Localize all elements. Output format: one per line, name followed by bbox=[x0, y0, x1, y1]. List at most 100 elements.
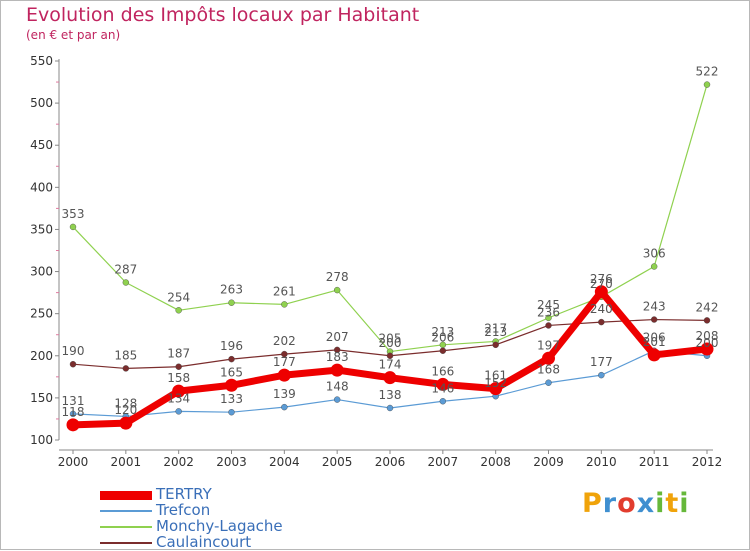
data-point-tertry bbox=[172, 384, 186, 398]
data-label-tertry: 158 bbox=[167, 371, 190, 385]
data-label-monchy-lagache: 263 bbox=[220, 283, 243, 297]
data-point-trefcon bbox=[333, 396, 341, 403]
data-label-caulaincourt: 202 bbox=[273, 334, 296, 348]
chart-title: Evolution des Impôts locaux par Habitant bbox=[26, 4, 420, 26]
data-label-trefcon: 152 bbox=[484, 376, 507, 390]
data-point-tertry bbox=[542, 351, 555, 365]
y-tick-label: 500 bbox=[30, 96, 53, 110]
data-label-monchy-lagache: 270 bbox=[590, 277, 613, 291]
data-point-caulaincourt bbox=[545, 322, 552, 329]
x-tick-label: 2009 bbox=[533, 455, 564, 469]
data-label-monchy-lagache: 522 bbox=[696, 65, 719, 79]
data-point-tertry bbox=[330, 363, 344, 377]
data-point-tertry bbox=[594, 285, 608, 299]
data-label-monchy-lagache: 353 bbox=[62, 207, 85, 221]
legend-swatch bbox=[100, 510, 152, 512]
data-point-caulaincourt bbox=[439, 347, 447, 354]
data-point-caulaincourt bbox=[333, 346, 341, 354]
logo-letter: i bbox=[655, 488, 666, 519]
x-tick-label: 2012 bbox=[692, 455, 723, 469]
legend-swatch bbox=[100, 490, 152, 500]
data-label-tertry: 161 bbox=[484, 369, 507, 383]
data-label-tertry: 118 bbox=[62, 405, 85, 419]
data-label-trefcon: 139 bbox=[273, 387, 296, 401]
logo-letter: t bbox=[665, 488, 680, 519]
data-label-trefcon: 133 bbox=[220, 392, 243, 406]
y-tick-label: 250 bbox=[30, 307, 53, 321]
data-point-monchy-lagache bbox=[69, 223, 77, 231]
data-point-trefcon bbox=[598, 371, 605, 379]
data-point-tertry bbox=[647, 348, 661, 362]
data-label-caulaincourt: 243 bbox=[643, 300, 666, 314]
x-tick-label: 2002 bbox=[163, 455, 194, 469]
data-point-monchy-lagache bbox=[281, 301, 288, 308]
x-tick-label: 2005 bbox=[322, 455, 353, 469]
data-label-caulaincourt: 185 bbox=[114, 348, 137, 362]
data-point-monchy-lagache bbox=[228, 299, 235, 306]
data-label-trefcon: 131 bbox=[62, 394, 85, 408]
data-point-monchy-lagache bbox=[122, 279, 130, 286]
y-tick-label: 100 bbox=[30, 433, 53, 447]
data-label-monchy-lagache: 213 bbox=[431, 325, 454, 339]
data-label-trefcon: 134 bbox=[167, 391, 190, 405]
data-label-trefcon: 177 bbox=[590, 355, 613, 369]
y-tick-label: 150 bbox=[30, 391, 53, 405]
legend-label: TERTRY bbox=[156, 485, 212, 503]
logo-letter: r bbox=[602, 488, 618, 519]
data-label-caulaincourt: 196 bbox=[220, 339, 243, 353]
data-point-caulaincourt bbox=[492, 341, 499, 349]
data-label-trefcon: 206 bbox=[643, 331, 666, 345]
data-point-caulaincourt bbox=[175, 363, 182, 370]
data-point-monchy-lagache bbox=[333, 286, 341, 294]
data-label-caulaincourt: 187 bbox=[167, 347, 190, 361]
data-label-caulaincourt: 242 bbox=[696, 300, 719, 314]
data-point-caulaincourt bbox=[598, 318, 605, 326]
x-tick-label: 2004 bbox=[269, 455, 300, 469]
data-point-tertry bbox=[383, 371, 397, 385]
data-label-caulaincourt: 213 bbox=[484, 325, 507, 339]
data-point-trefcon bbox=[69, 410, 77, 418]
y-tick-label: 550 bbox=[30, 54, 53, 68]
data-point-caulaincourt bbox=[69, 361, 77, 368]
data-label-caulaincourt: 206 bbox=[431, 331, 454, 345]
data-point-tertry bbox=[489, 382, 503, 396]
data-label-monchy-lagache: 278 bbox=[326, 270, 349, 284]
data-label-caulaincourt: 207 bbox=[326, 330, 349, 344]
data-point-trefcon bbox=[175, 408, 182, 415]
data-label-tertry: 208 bbox=[696, 329, 719, 343]
x-tick-label: 2007 bbox=[428, 455, 459, 469]
data-point-caulaincourt bbox=[122, 365, 130, 372]
x-tick-label: 2000 bbox=[58, 455, 89, 469]
x-tick-label: 2006 bbox=[375, 455, 406, 469]
legend-label: Monchy-Lagache bbox=[156, 517, 283, 535]
data-point-caulaincourt bbox=[228, 355, 235, 363]
x-tick-label: 2008 bbox=[480, 455, 511, 469]
data-point-tertry bbox=[277, 368, 291, 382]
data-label-trefcon: 146 bbox=[431, 381, 454, 395]
y-tick-label: 300 bbox=[30, 265, 53, 279]
data-point-monchy-lagache bbox=[545, 314, 552, 322]
data-label-tertry: 197 bbox=[537, 338, 560, 352]
logo-letter: o bbox=[617, 488, 637, 519]
data-label-monchy-lagache: 245 bbox=[537, 298, 560, 312]
data-label-tertry: 174 bbox=[379, 358, 402, 372]
data-point-trefcon bbox=[545, 379, 552, 386]
data-label-monchy-lagache: 287 bbox=[114, 263, 137, 277]
data-point-monchy-lagache bbox=[650, 263, 658, 270]
data-label-trefcon: 148 bbox=[326, 380, 349, 394]
data-point-monchy-lagache bbox=[703, 81, 711, 88]
data-label-tertry: 165 bbox=[220, 365, 243, 379]
logo-letter: i bbox=[679, 488, 690, 519]
legend-swatch bbox=[100, 542, 152, 544]
data-label-monchy-lagache: 306 bbox=[643, 247, 666, 261]
data-point-monchy-lagache bbox=[175, 307, 182, 314]
data-point-trefcon bbox=[439, 398, 447, 405]
data-point-trefcon bbox=[281, 403, 288, 411]
logo-letter: P bbox=[582, 488, 603, 519]
data-label-trefcon: 128 bbox=[114, 396, 137, 410]
data-point-tertry bbox=[700, 342, 714, 356]
data-label-monchy-lagache: 261 bbox=[273, 284, 296, 298]
data-label-caulaincourt: 236 bbox=[537, 305, 560, 319]
chart-subtitle: (en € et par an) bbox=[26, 28, 121, 42]
